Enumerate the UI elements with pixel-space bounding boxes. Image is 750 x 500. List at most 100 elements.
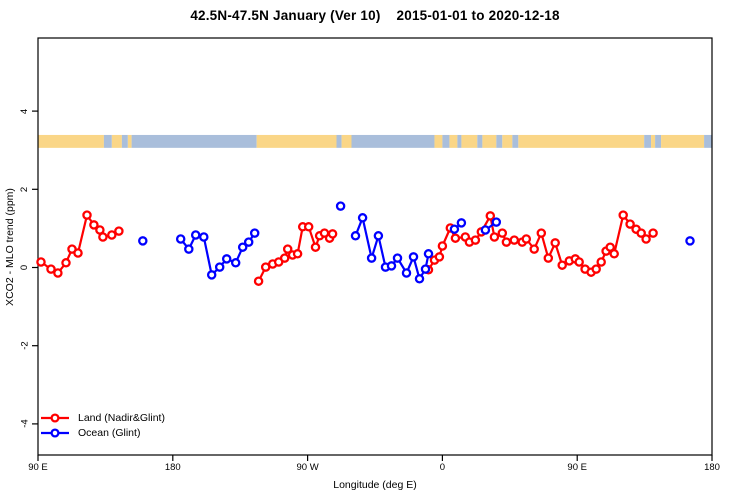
land-data-point xyxy=(618,210,628,220)
ocean-data-point xyxy=(214,262,225,272)
band-segment-ocean xyxy=(644,134,652,148)
land-data-point xyxy=(636,228,646,238)
band-segment-ocean xyxy=(496,134,503,148)
land-data-point xyxy=(53,268,63,278)
ocean-data-point xyxy=(414,274,425,284)
ocean-data-point xyxy=(249,228,260,238)
x-axis-title: Longitude (deg E) xyxy=(333,479,417,491)
land-data-point xyxy=(282,244,293,254)
ocean-data-point xyxy=(206,270,217,280)
y-axis-title: XCO2 - MLO trend (ppm) xyxy=(4,188,16,306)
legend-marker-land-icon xyxy=(41,413,69,423)
ocean-data-point xyxy=(221,254,232,264)
land-data-point xyxy=(36,257,46,267)
ocean-data-point xyxy=(386,261,397,271)
ocean-data-point xyxy=(357,213,368,223)
band-segment-land xyxy=(38,134,104,148)
ocean-data-point xyxy=(373,231,384,241)
land-data-point xyxy=(648,228,658,238)
x-tick-label: 90 E xyxy=(567,462,587,473)
band-segment-land xyxy=(461,134,478,148)
ocean-data-point xyxy=(423,249,434,259)
ocean-data-point xyxy=(230,258,241,268)
land-series-line xyxy=(40,214,120,275)
y-tick-label-text: 0 xyxy=(19,264,31,271)
plot-border xyxy=(37,37,713,456)
ocean-data-point xyxy=(190,230,201,240)
ocean-data-point xyxy=(184,244,194,254)
band-segment-ocean xyxy=(442,134,450,148)
ocean-data-point xyxy=(243,237,254,247)
land-data-point xyxy=(89,220,99,230)
land-data-point xyxy=(609,249,619,259)
y-tick-label-text: 4 xyxy=(19,108,31,114)
ocean-data-point xyxy=(685,236,695,246)
land-data-point xyxy=(596,257,606,267)
band-segment-land xyxy=(661,134,705,148)
x-tick-label: 180 xyxy=(164,462,181,473)
legend: Land (Nadir&Glint) Ocean (Glint) xyxy=(40,411,165,440)
chart-title: 42.5N-47.5N January (Ver 10) 2015-01-01 … xyxy=(0,8,750,23)
ocean-data-point xyxy=(237,242,248,252)
band-segment-ocean xyxy=(655,134,662,148)
band-segment-land xyxy=(651,134,656,148)
land-data-point xyxy=(73,248,83,258)
land-data-point xyxy=(641,234,651,244)
ocean-data-point xyxy=(420,264,431,274)
land-data-point xyxy=(303,222,314,232)
ocean-data-point xyxy=(392,253,403,263)
ocean-data-point xyxy=(138,236,148,246)
x-tick-label: 0 xyxy=(439,462,446,473)
band-segment-land xyxy=(449,134,458,148)
band-segment-ocean xyxy=(103,134,112,148)
land-data-point xyxy=(98,232,108,242)
band-segment-ocean xyxy=(351,134,435,148)
band-segment-ocean xyxy=(457,134,462,148)
ocean-data-point xyxy=(491,217,502,227)
land-data-point xyxy=(437,241,448,251)
band-segment-land xyxy=(127,134,132,148)
land-data-point xyxy=(292,249,303,259)
band-segment-ocean xyxy=(704,134,713,148)
land-data-point xyxy=(470,235,481,245)
land-data-point xyxy=(46,264,56,274)
x-tick-label: 180 xyxy=(704,462,720,473)
land-data-point xyxy=(485,211,496,221)
band-segment-ocean xyxy=(336,134,342,148)
land-data-point xyxy=(557,260,567,270)
y-tick-label-text: -2 xyxy=(19,341,31,350)
ocean-data-point xyxy=(456,218,467,228)
chart-title-zone: 42.5N-47.5N January (Ver 10) xyxy=(190,8,381,23)
land-data-point xyxy=(82,210,92,220)
land-data-point xyxy=(550,238,560,248)
land-data-point xyxy=(310,242,321,252)
ocean-data-point xyxy=(199,232,209,242)
ocean-data-point xyxy=(408,252,419,262)
land-data-point xyxy=(434,252,445,262)
land-data-point xyxy=(536,228,547,238)
land-data-point xyxy=(61,258,71,268)
legend-label-land: Land (Nadir&Glint) xyxy=(78,412,165,424)
band-segment-ocean xyxy=(121,134,128,148)
ocean-data-point xyxy=(366,253,377,263)
ocean-data-point xyxy=(401,268,412,278)
legend-circle xyxy=(50,413,60,423)
band-segment-land xyxy=(482,134,497,148)
land-data-point xyxy=(591,264,601,274)
land-data-point xyxy=(521,234,532,244)
ocean-data-point xyxy=(480,225,491,235)
band-segment-land xyxy=(341,134,352,148)
band-segment-land xyxy=(518,134,645,148)
land-data-point xyxy=(497,228,508,238)
land-data-point xyxy=(450,233,461,243)
band-segment-land xyxy=(502,134,513,148)
legend-item-land: Land (Nadir&Glint) xyxy=(40,411,165,425)
land-data-point xyxy=(501,237,512,247)
legend-label-ocean: Ocean (Glint) xyxy=(78,427,141,439)
land-data-point xyxy=(107,230,117,240)
land-data-point xyxy=(489,232,500,242)
band-segment-ocean xyxy=(512,134,519,148)
land-data-point xyxy=(327,229,338,239)
land-data-point xyxy=(574,257,584,267)
